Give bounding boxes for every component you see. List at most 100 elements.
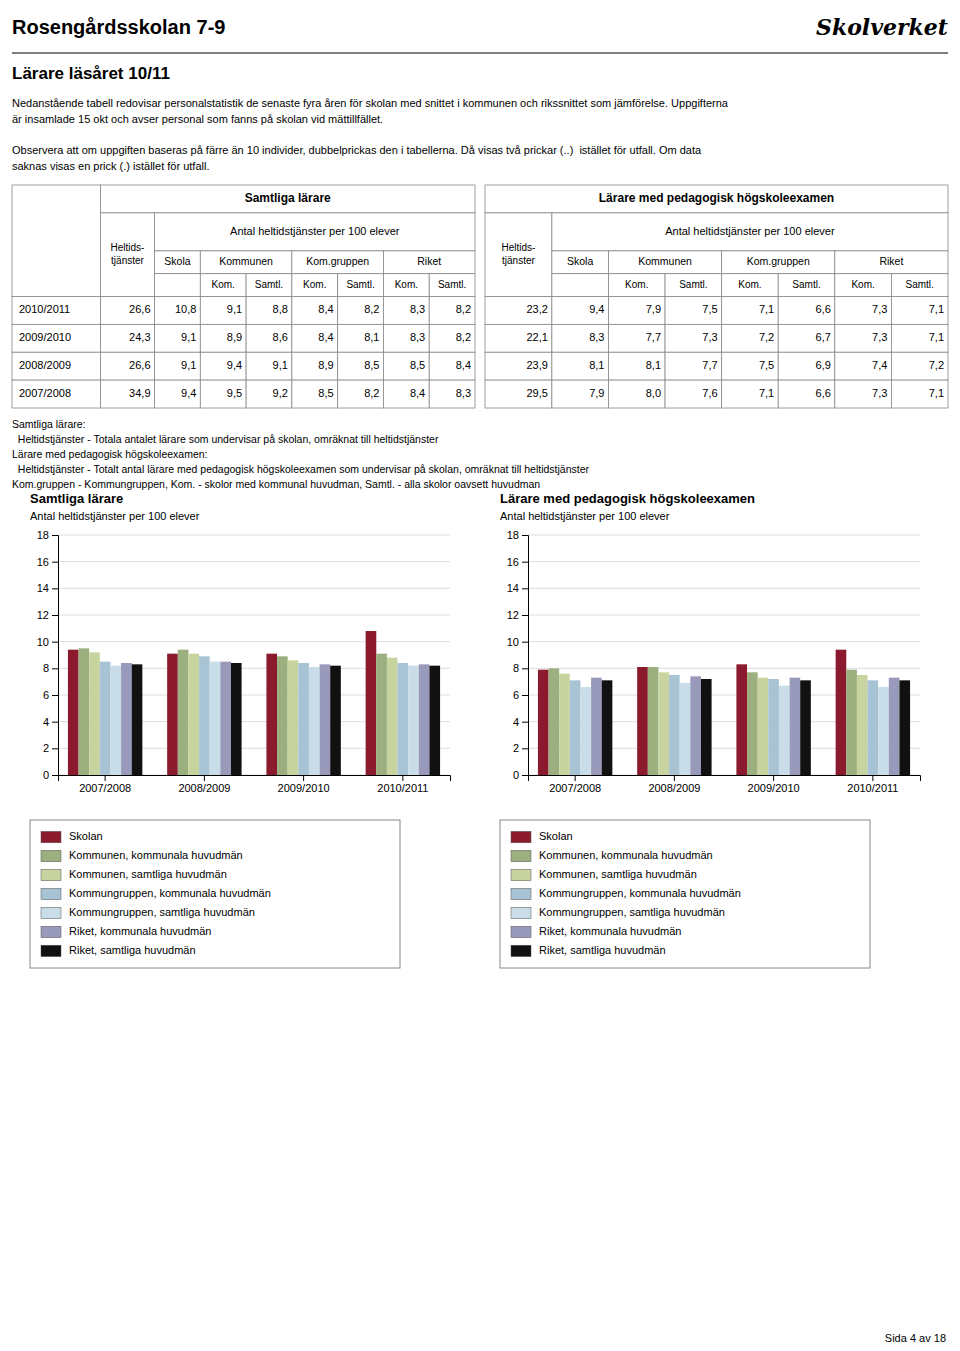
tick-mark bbox=[52, 695, 58, 696]
table-cell bbox=[338, 380, 384, 408]
table-value: 8,0 bbox=[646, 387, 661, 399]
bar bbox=[132, 664, 143, 775]
bars bbox=[68, 631, 440, 775]
bar bbox=[277, 656, 288, 775]
legend-label: Kommungruppen, samtliga huvudmän bbox=[539, 906, 725, 918]
legend-label: Riket, samtliga huvudmän bbox=[69, 944, 196, 956]
table-cell bbox=[383, 297, 429, 325]
table-value: 7,1 bbox=[929, 331, 944, 343]
table-cell bbox=[100, 352, 154, 380]
bar bbox=[648, 667, 659, 775]
page-number: Sida 4 av 18 bbox=[885, 1332, 946, 1344]
table-cell bbox=[835, 380, 892, 408]
table-column-header: Samtl. bbox=[906, 279, 934, 290]
tick-mark bbox=[204, 775, 205, 781]
table-cell bbox=[552, 251, 609, 274]
table-cell bbox=[552, 324, 609, 352]
table-cell bbox=[552, 213, 948, 251]
table-cell bbox=[100, 380, 154, 408]
y-tick: 8 bbox=[513, 662, 528, 674]
table-cell bbox=[200, 324, 246, 352]
bar bbox=[178, 650, 189, 775]
table-column-header: Antal heltidstjänster per 100 elever bbox=[665, 225, 835, 237]
table-column-header-line: tjänster bbox=[111, 255, 144, 266]
table-cell bbox=[200, 251, 292, 274]
table-value: 7,3 bbox=[872, 303, 887, 315]
tick-mark bbox=[522, 775, 528, 776]
table-cell bbox=[246, 324, 292, 352]
table-year: 2007/2008 bbox=[19, 387, 71, 399]
tick-label: 8 bbox=[513, 662, 519, 674]
table-value: 6,6 bbox=[816, 387, 831, 399]
table-cell bbox=[891, 297, 948, 325]
table-cell bbox=[155, 297, 201, 325]
table-cell bbox=[552, 274, 609, 297]
obs-text-line: saknas visas en prick (.) istället för u… bbox=[12, 160, 209, 172]
legend-swatch bbox=[511, 869, 531, 880]
bar bbox=[68, 650, 79, 775]
table-value: 8,4 bbox=[456, 359, 471, 371]
table-cell bbox=[552, 352, 609, 380]
legend-label: Riket, kommunala huvudmän bbox=[69, 925, 211, 937]
table-column-header: Kom. bbox=[303, 279, 326, 290]
y-tick: 16 bbox=[37, 556, 58, 568]
table-cell bbox=[338, 297, 384, 325]
bar bbox=[779, 686, 790, 775]
table-value: 7,9 bbox=[646, 303, 661, 315]
tick-label: 6 bbox=[43, 689, 49, 701]
y-tick: 10 bbox=[37, 636, 58, 648]
page-title: Rosengårdsskolan 7-9 bbox=[12, 16, 225, 38]
tick-label: 2009/2010 bbox=[748, 782, 800, 794]
table-cell bbox=[665, 352, 722, 380]
intro-text: Nedanstående tabell redovisar personalst… bbox=[12, 97, 729, 125]
bar bbox=[429, 666, 440, 775]
table-year: 2010/2011 bbox=[19, 303, 70, 315]
table-cell bbox=[608, 324, 665, 352]
axis-line bbox=[529, 776, 921, 782]
x-tick: 2007/2008 bbox=[79, 775, 131, 794]
table-cell bbox=[200, 274, 246, 297]
table-value: 7,3 bbox=[872, 387, 887, 399]
tick-label: 10 bbox=[507, 636, 519, 648]
tick-mark bbox=[52, 615, 58, 616]
table-cell bbox=[608, 352, 665, 380]
bar bbox=[110, 666, 121, 775]
bar-series bbox=[132, 663, 440, 775]
bar bbox=[408, 666, 419, 775]
bar-series bbox=[538, 650, 846, 775]
tick-label: 2010/2011 bbox=[377, 782, 428, 794]
tick-label: 2008/2009 bbox=[178, 782, 230, 794]
table-value: 8,5 bbox=[318, 387, 333, 399]
chart-title: Samtliga lärare bbox=[30, 491, 123, 506]
table-cell bbox=[778, 352, 835, 380]
tick-mark bbox=[522, 722, 528, 723]
legend-label: Kommungruppen, kommunala huvudmän bbox=[539, 887, 741, 899]
bar bbox=[637, 667, 648, 775]
bar bbox=[398, 663, 409, 775]
table-cell bbox=[383, 324, 429, 352]
bar bbox=[538, 670, 549, 775]
table-value: 6,6 bbox=[816, 303, 831, 315]
table-value: 7,1 bbox=[929, 387, 944, 399]
y-tick: 12 bbox=[37, 609, 58, 621]
tick-label: 16 bbox=[507, 556, 519, 568]
table-value: 8,1 bbox=[646, 359, 661, 371]
bar-series bbox=[570, 675, 878, 775]
grid-line bbox=[58, 535, 450, 536]
tick-mark bbox=[52, 535, 58, 536]
table-value: 10,8 bbox=[175, 303, 196, 315]
table-cell bbox=[100, 297, 154, 325]
table-column-header-line: Heltids- bbox=[501, 242, 535, 253]
table-header: Lärare med pedagogisk högskoleexamen bbox=[599, 191, 834, 205]
bar bbox=[309, 667, 320, 775]
table-value: 26,6 bbox=[129, 303, 150, 315]
table-cell bbox=[100, 324, 154, 352]
bar bbox=[376, 654, 387, 775]
tick-mark bbox=[105, 775, 106, 781]
header-rule bbox=[12, 53, 948, 54]
table-cell bbox=[485, 213, 552, 297]
table-value: 9,2 bbox=[273, 387, 288, 399]
table-cell bbox=[155, 251, 201, 274]
bar bbox=[690, 676, 701, 775]
table-value: 9,5 bbox=[227, 387, 242, 399]
